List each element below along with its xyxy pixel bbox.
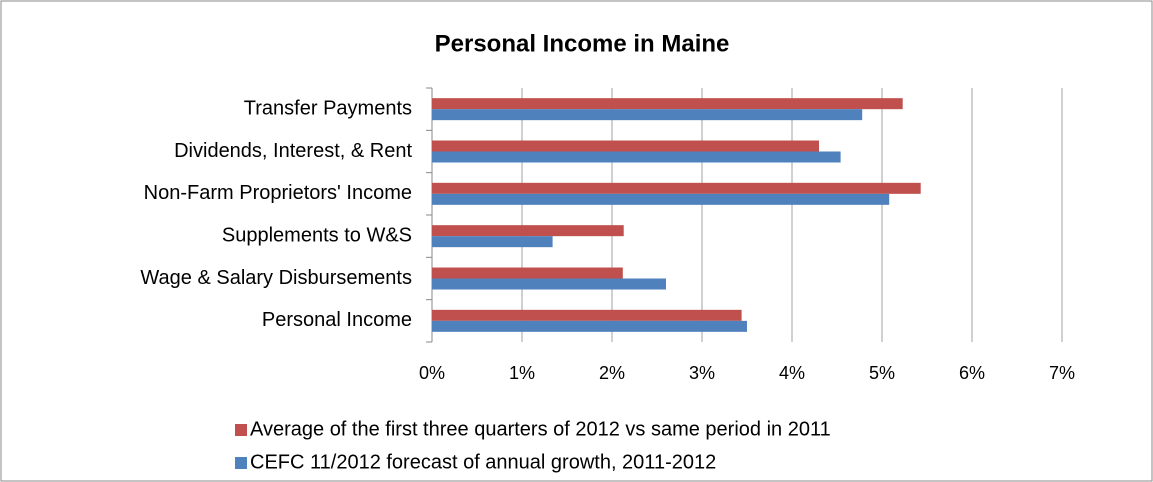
- x-tick-label: 7%: [1049, 363, 1075, 383]
- bar: [432, 193, 890, 205]
- bar: [432, 109, 863, 121]
- legend-swatch: [235, 457, 247, 469]
- bar: [432, 236, 553, 248]
- bar: [432, 320, 747, 332]
- y-tick-label: Dividends, Interest, & Rent: [174, 140, 412, 162]
- x-tick-label: 6%: [959, 363, 985, 383]
- legend-label: Average of the first three quarters of 2…: [250, 418, 831, 440]
- legend-label: CEFC 11/2012 forecast of annual growth, …: [250, 451, 716, 473]
- y-tick-label: Supplements to W&S: [222, 224, 412, 246]
- chart-title: Personal Income in Maine: [435, 30, 730, 57]
- bar: [432, 309, 742, 321]
- y-tick-label: Transfer Payments: [244, 97, 412, 119]
- y-tick-label: Wage & Salary Disbursements: [140, 267, 412, 289]
- bar: [432, 140, 819, 152]
- x-tick-label: 1%: [509, 363, 535, 383]
- legend-swatch: [235, 424, 247, 436]
- x-tick-label: 5%: [869, 363, 895, 383]
- y-tick-label: Non-Farm Proprietors' Income: [144, 182, 412, 204]
- bar: [432, 225, 624, 237]
- bar: [432, 182, 921, 194]
- bar: [432, 267, 623, 279]
- x-tick-label: 4%: [779, 363, 805, 383]
- x-tick-label: 3%: [689, 363, 715, 383]
- bar: [432, 98, 903, 110]
- x-tick-label: 0%: [419, 363, 445, 383]
- bar: [432, 278, 666, 290]
- y-tick-label: Personal Income: [262, 309, 412, 331]
- x-tick-label: 2%: [599, 363, 625, 383]
- bar: [432, 151, 841, 163]
